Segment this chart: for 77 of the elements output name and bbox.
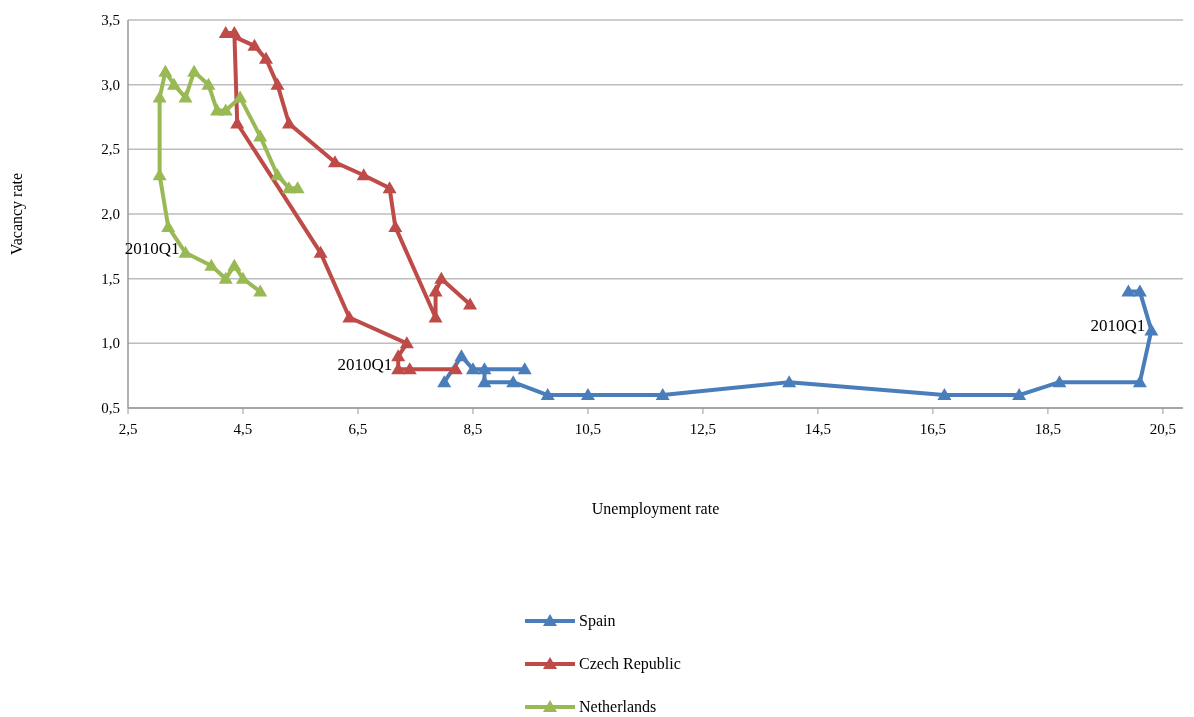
point (247, 38, 262, 51)
point (166, 77, 181, 90)
point (270, 77, 285, 90)
point (218, 271, 233, 284)
y-tick-label: 3,0 (101, 76, 120, 93)
point (517, 362, 532, 375)
point (253, 284, 268, 297)
point (399, 336, 414, 349)
point (655, 388, 670, 401)
point (448, 362, 463, 375)
y-tick-label: 2,0 (101, 206, 120, 222)
x-tick-label: 12,5 (689, 421, 717, 437)
annotation: 2010Q1 (124, 238, 180, 258)
x-tick-label: 2,5 (118, 421, 138, 437)
point (391, 349, 406, 362)
point (1144, 323, 1159, 336)
point (218, 103, 233, 116)
point (437, 375, 452, 388)
point (580, 388, 595, 401)
y-tick-label: 0,5 (101, 400, 120, 416)
y-tick-label: 1,5 (101, 270, 120, 287)
point (402, 362, 417, 375)
point (388, 219, 403, 232)
point (463, 297, 478, 310)
point (152, 90, 167, 103)
point (782, 375, 797, 388)
x-tick-label: 16,5 (919, 421, 947, 437)
point (235, 271, 250, 284)
annotation: 2010Q1 (337, 355, 393, 375)
point (937, 388, 952, 401)
point (158, 64, 173, 77)
point (201, 77, 216, 90)
point (1012, 388, 1027, 401)
x-axis-title: Unemployment rate (591, 500, 720, 518)
point (1121, 284, 1136, 297)
point (540, 388, 555, 401)
x-tick-label: 8,5 (463, 421, 483, 437)
point (342, 310, 357, 323)
point (270, 168, 285, 181)
point (356, 168, 371, 181)
point (290, 181, 305, 194)
x-tick-label: 4,5 (233, 421, 253, 437)
point (313, 245, 328, 258)
y-tick-label: 2,5 (101, 141, 120, 158)
point (187, 64, 202, 77)
point (327, 155, 342, 168)
point (178, 90, 193, 103)
point (227, 258, 242, 271)
x-tick-label: 14,5 (804, 421, 832, 437)
legend-label: Czech Republic (579, 655, 681, 673)
point (1132, 284, 1147, 297)
point (465, 362, 480, 375)
legend-label: Netherlands (579, 698, 657, 715)
point (454, 349, 469, 362)
point (1052, 375, 1067, 388)
point (253, 129, 268, 142)
x-tick-label: 10,5 (574, 421, 602, 437)
point (233, 90, 248, 103)
y-axis-title: Vacancy rate (8, 172, 26, 256)
point (258, 51, 273, 64)
annotation: 2010Q1 (1090, 316, 1146, 336)
x-tick-label: 6,5 (348, 421, 368, 437)
point (281, 116, 296, 129)
y-tick-label: 1,0 (101, 335, 120, 352)
point (382, 181, 397, 194)
x-tick-label: 20,5 (1149, 421, 1176, 437)
point (178, 245, 193, 258)
point (1132, 375, 1147, 388)
point (506, 375, 521, 388)
x-tick-label: 18,5 (1034, 421, 1062, 437)
point (477, 362, 492, 375)
y-tick-label: 3,5 (101, 12, 120, 28)
point (161, 219, 176, 232)
point (428, 284, 443, 297)
legend-label: Spain (579, 612, 616, 630)
point (204, 258, 219, 271)
point (434, 271, 449, 284)
